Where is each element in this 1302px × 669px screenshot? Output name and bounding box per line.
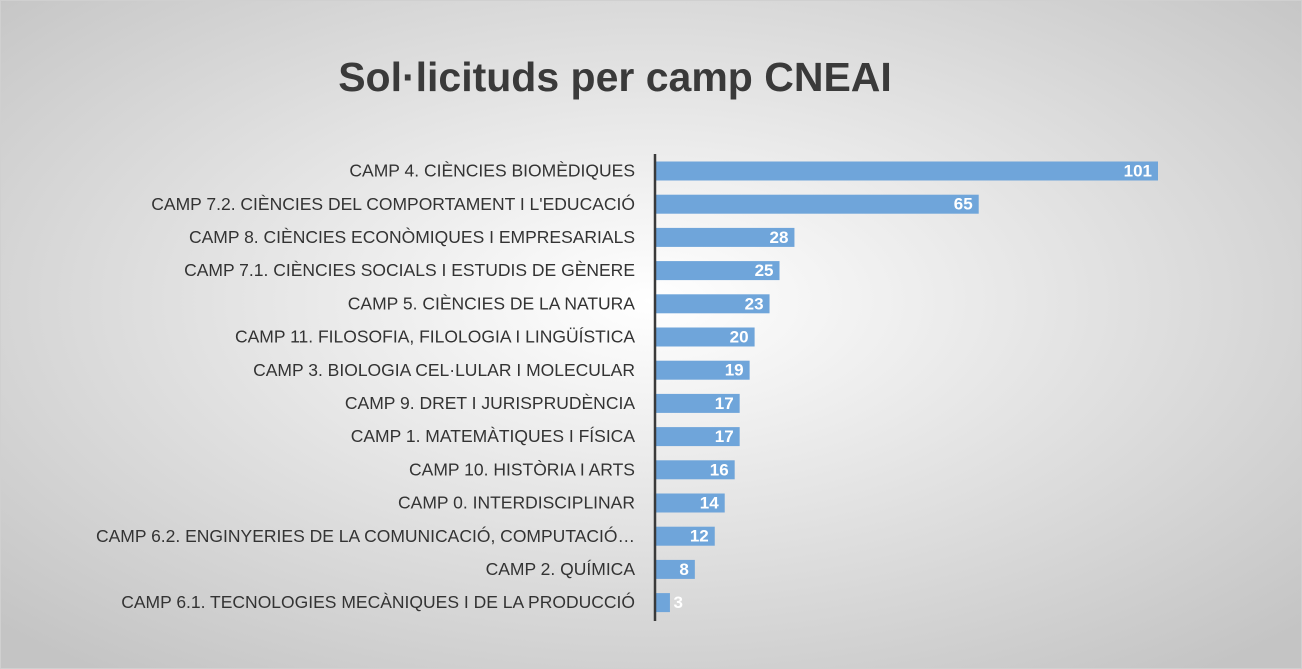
bar [655, 261, 780, 281]
bar [655, 526, 715, 546]
data-label: 8 [679, 560, 688, 579]
y-tick-label: CAMP 7.2. CIÈNCIES DEL COMPORTAMENT I L'… [151, 193, 635, 214]
data-label: 16 [710, 460, 729, 479]
bar [655, 161, 1158, 181]
bar [655, 427, 740, 447]
bar [655, 360, 750, 380]
data-label: 28 [770, 228, 789, 247]
data-label: 19 [725, 361, 744, 380]
y-tick-label: CAMP 7.1. CIÈNCIES SOCIALS I ESTUDIS DE … [184, 260, 635, 280]
data-label: 101 [1124, 161, 1152, 180]
y-tick-label: CAMP 11. FILOSOFIA, FILOLOGIA I LINGÜÍST… [235, 327, 635, 347]
y-tick-label: CAMP 4. CIÈNCIES BIOMÈDIQUES [349, 161, 635, 181]
chart-title: Sol·licituds per camp CNEAI [338, 54, 892, 100]
y-tick-label: CAMP 0. INTERDISCIPLINAR [398, 493, 635, 513]
bar [655, 327, 755, 347]
bar [655, 559, 695, 579]
data-label: 14 [700, 493, 719, 512]
bar [655, 227, 795, 247]
bar [655, 493, 725, 513]
data-label: 65 [954, 195, 973, 214]
bar [655, 393, 740, 413]
bar [655, 460, 735, 480]
y-tick-label: CAMP 2. QUÍMICA [486, 559, 636, 579]
y-tick-label: CAMP 3. BIOLOGIA CEL·LULAR I MOLECULAR [253, 360, 635, 380]
data-label: 3 [674, 593, 683, 612]
data-label: 17 [715, 394, 734, 413]
y-tick-label: CAMP 1. MATEMÀTIQUES I FÍSICA [351, 426, 636, 446]
y-tick-label: CAMP 6.1. TECNOLOGIES MECÀNIQUES I DE LA… [121, 591, 635, 612]
data-label: 20 [730, 327, 749, 346]
y-tick-label: CAMP 8. CIÈNCIES ECONÒMIQUES I EMPRESARI… [189, 226, 635, 247]
y-tick-label: CAMP 10. HISTÒRIA I ARTS [409, 458, 635, 479]
data-label: 23 [745, 294, 764, 313]
bar [655, 294, 770, 314]
data-label: 25 [755, 261, 774, 280]
data-label: 17 [715, 427, 734, 446]
y-tick-label: CAMP 9. DRET I JURISPRUDÈNCIA [345, 393, 635, 413]
y-tick-label: CAMP 6.2. ENGINYERIES DE LA COMUNICACIÓ,… [96, 525, 635, 546]
bar [655, 593, 670, 613]
data-label: 12 [690, 527, 709, 546]
bar [655, 194, 979, 214]
y-tick-label: CAMP 5. CIÈNCIES DE LA NATURA [348, 293, 636, 313]
